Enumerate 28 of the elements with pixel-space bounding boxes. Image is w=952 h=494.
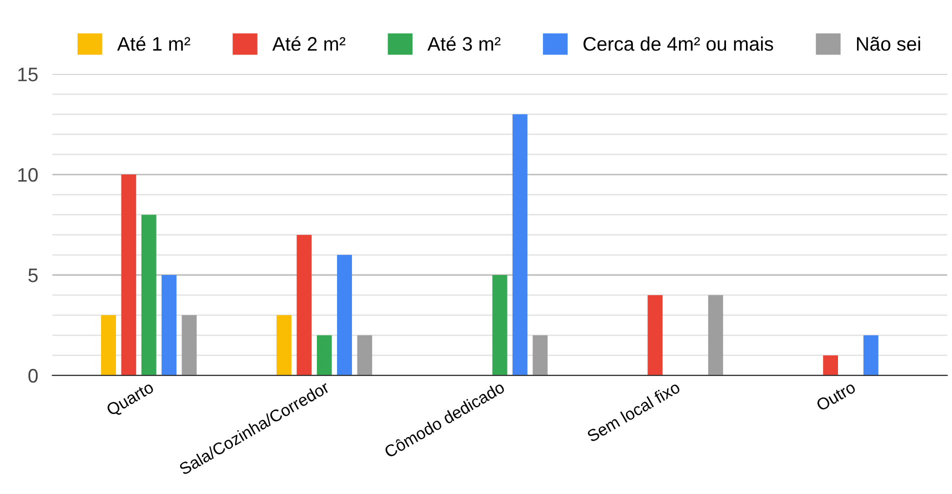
bar [512, 114, 528, 376]
bar [708, 295, 724, 376]
bar [532, 335, 548, 376]
legend-label: Até 3 m² [427, 36, 500, 51]
bar [141, 214, 156, 376]
legend-label: Não sei [857, 36, 920, 51]
y-tick-label: 0 [28, 368, 38, 383]
y-tick-label: 5 [28, 268, 38, 282]
legend-label: Cerca de 4m² ou mais [584, 36, 774, 51]
bar [276, 315, 292, 376]
bar [337, 254, 352, 376]
bar [492, 274, 508, 376]
bar [648, 295, 663, 376]
x-tick-label: Outro [816, 381, 856, 412]
legend-label: Até 1 m² [117, 36, 190, 51]
bar [121, 174, 136, 376]
bar [357, 335, 372, 376]
bar [162, 274, 177, 376]
y-tick-label: 10 [18, 168, 38, 182]
legend-label: Até 2 m² [272, 36, 346, 51]
bar [296, 234, 312, 376]
bar [823, 355, 838, 376]
bar [863, 335, 878, 376]
bar [101, 315, 116, 376]
bar [316, 335, 332, 376]
bar [182, 315, 197, 376]
x-tick-label: Sem local fixo [586, 380, 681, 442]
y-tick-label: 15 [18, 68, 38, 82]
